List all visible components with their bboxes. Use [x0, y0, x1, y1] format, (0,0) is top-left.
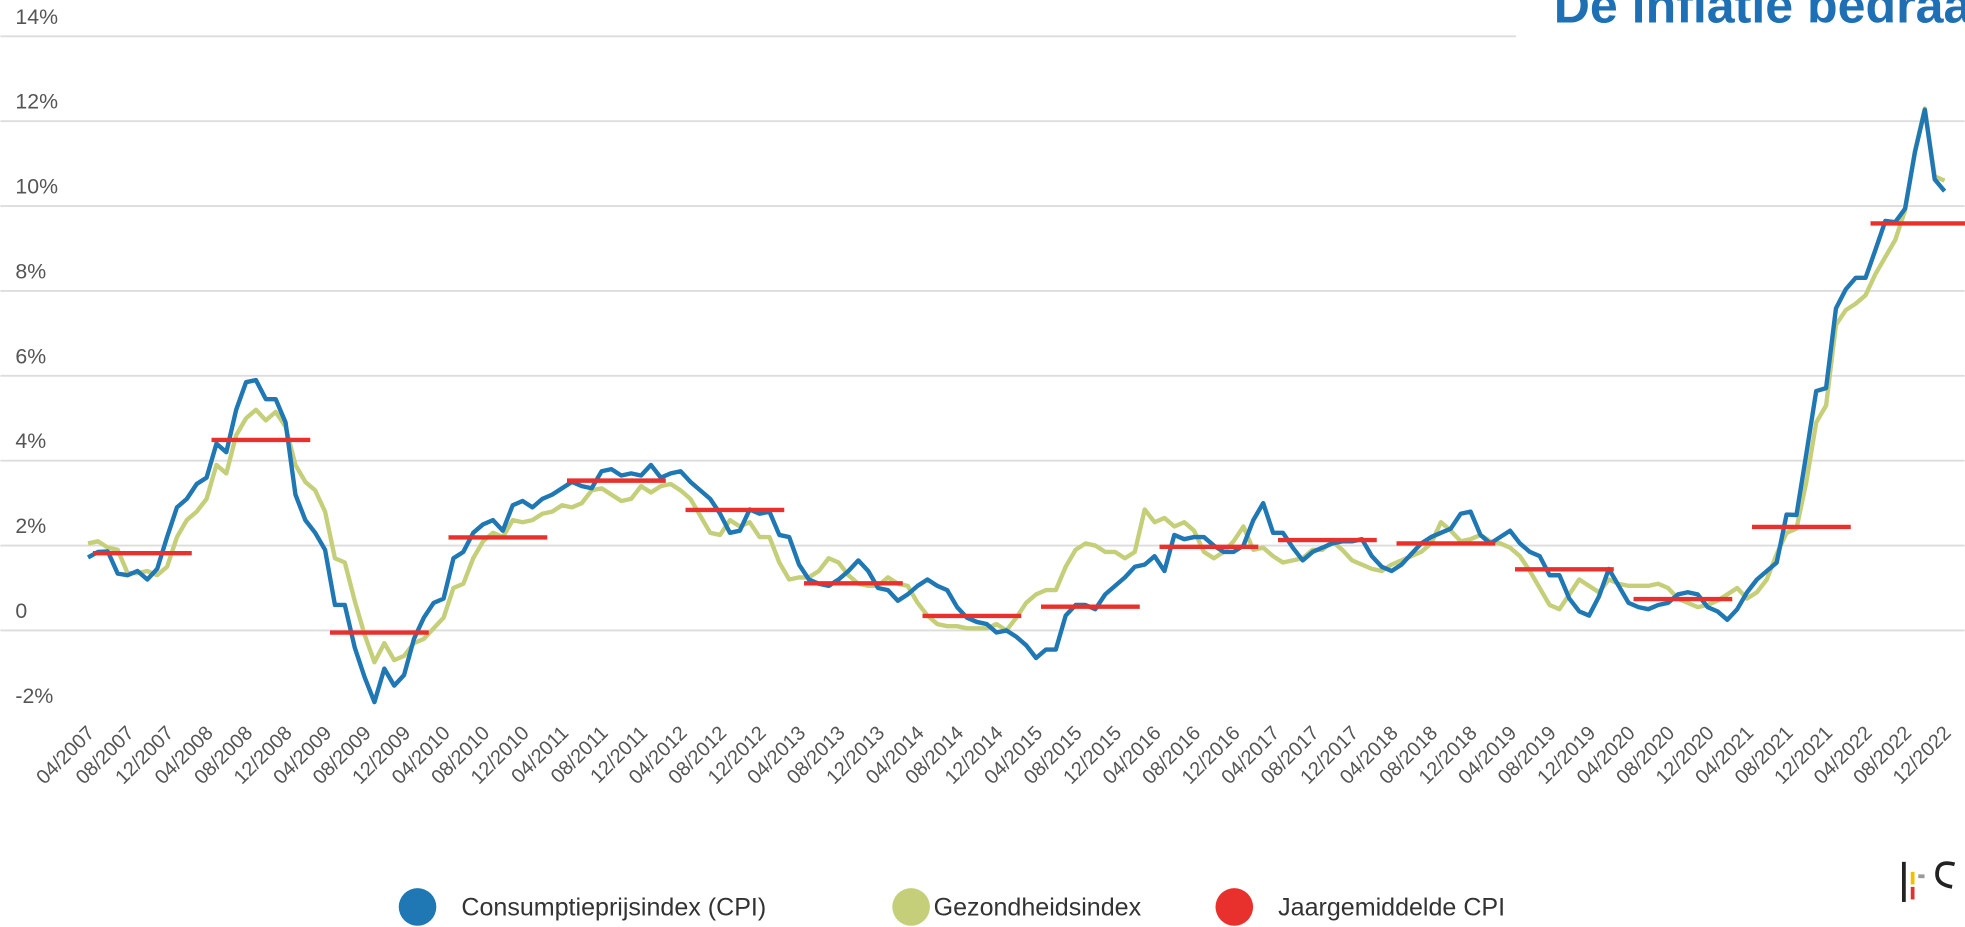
data-line	[86, 107, 1947, 705]
legend-swatch	[892, 888, 930, 926]
y-tick-label: 2%	[15, 514, 46, 538]
y-tick-label: 12%	[15, 90, 58, 114]
y-tick-label: 14%	[15, 5, 58, 29]
y-tick-label: 0	[15, 599, 27, 623]
legend-label: Consumptieprijsindex (CPI)	[461, 894, 766, 922]
legend-swatch	[398, 888, 437, 926]
y-tick-label: 8%	[15, 259, 46, 283]
legend-swatch	[1215, 888, 1254, 926]
y-tick-label: 10%	[15, 175, 58, 199]
legend-label: Jaargemiddelde CPI	[1278, 894, 1505, 922]
y-tick-label: -2%	[15, 684, 53, 708]
data-line	[87, 106, 1946, 665]
y-tick-label: 4%	[15, 429, 46, 453]
chart-title: De inflatie bedraag	[1554, 0, 1965, 34]
logo	[1901, 861, 1956, 902]
legend-label: Gezondheidsindex	[934, 894, 1142, 922]
y-tick-label: 6%	[15, 344, 46, 368]
